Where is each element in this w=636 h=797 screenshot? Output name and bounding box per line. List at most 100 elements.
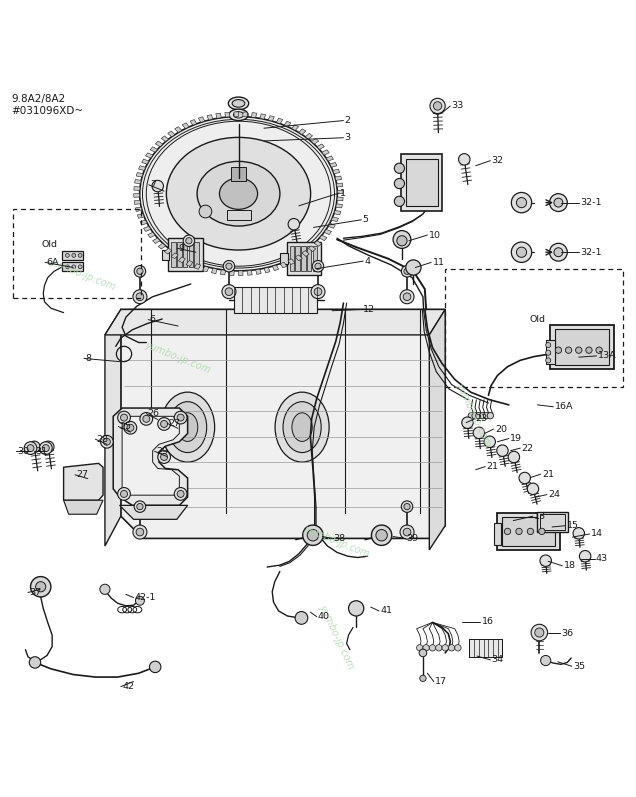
- Circle shape: [137, 504, 143, 510]
- Circle shape: [531, 624, 548, 641]
- Polygon shape: [319, 235, 327, 241]
- Polygon shape: [135, 207, 142, 211]
- Circle shape: [540, 555, 551, 567]
- Bar: [227, 210, 251, 221]
- Circle shape: [177, 490, 184, 497]
- Ellipse shape: [167, 137, 310, 250]
- Text: 12: 12: [363, 305, 375, 314]
- Polygon shape: [330, 163, 337, 167]
- Circle shape: [436, 645, 442, 651]
- Circle shape: [226, 263, 232, 269]
- Text: 9: 9: [179, 244, 184, 253]
- Polygon shape: [142, 159, 149, 164]
- Polygon shape: [272, 265, 279, 271]
- Circle shape: [400, 525, 414, 539]
- Circle shape: [78, 253, 82, 257]
- Circle shape: [158, 418, 170, 430]
- Polygon shape: [314, 241, 322, 246]
- Circle shape: [307, 529, 319, 541]
- Circle shape: [497, 445, 508, 457]
- Ellipse shape: [197, 161, 280, 226]
- Polygon shape: [312, 139, 319, 144]
- Circle shape: [29, 441, 40, 453]
- Polygon shape: [324, 230, 331, 234]
- Circle shape: [121, 414, 128, 421]
- Polygon shape: [121, 309, 445, 539]
- Circle shape: [223, 261, 235, 272]
- Bar: [290, 245, 294, 271]
- Circle shape: [459, 154, 470, 165]
- Text: 25: 25: [120, 422, 132, 431]
- Text: 28: 28: [97, 434, 109, 444]
- Polygon shape: [148, 232, 155, 238]
- Circle shape: [420, 675, 426, 681]
- Bar: [301, 245, 305, 271]
- Polygon shape: [295, 255, 302, 261]
- Circle shape: [100, 435, 113, 448]
- Circle shape: [483, 413, 490, 419]
- Circle shape: [430, 98, 445, 113]
- Text: 13A: 13A: [598, 351, 616, 360]
- Text: #031096XD~: #031096XD~: [11, 106, 83, 116]
- Circle shape: [448, 645, 455, 651]
- Circle shape: [462, 417, 473, 429]
- Circle shape: [31, 576, 51, 597]
- Circle shape: [127, 424, 134, 431]
- Circle shape: [24, 442, 37, 454]
- Circle shape: [516, 528, 522, 535]
- Circle shape: [433, 102, 442, 110]
- Circle shape: [66, 265, 69, 269]
- Circle shape: [27, 445, 34, 452]
- Polygon shape: [135, 179, 141, 183]
- Circle shape: [579, 551, 591, 562]
- Text: yumbo-jp.com: yumbo-jp.com: [303, 524, 371, 559]
- Text: 32-1: 32-1: [581, 248, 602, 257]
- Text: 29: 29: [156, 447, 168, 456]
- Polygon shape: [144, 226, 151, 231]
- Circle shape: [376, 529, 387, 541]
- Polygon shape: [251, 112, 257, 118]
- Circle shape: [473, 427, 485, 438]
- Polygon shape: [337, 190, 343, 194]
- Circle shape: [480, 413, 486, 419]
- Text: 2: 2: [345, 116, 350, 125]
- Polygon shape: [207, 115, 213, 120]
- Text: 24: 24: [548, 490, 560, 499]
- Polygon shape: [247, 270, 252, 275]
- Polygon shape: [153, 238, 160, 244]
- Circle shape: [121, 490, 128, 497]
- Circle shape: [134, 501, 146, 512]
- Polygon shape: [146, 153, 153, 158]
- Polygon shape: [302, 250, 309, 257]
- Polygon shape: [280, 262, 287, 268]
- Bar: [497, 513, 560, 550]
- Circle shape: [397, 236, 407, 245]
- Circle shape: [519, 473, 530, 484]
- Text: yumbo-jp.com: yumbo-jp.com: [144, 340, 212, 375]
- Polygon shape: [105, 309, 445, 335]
- Polygon shape: [238, 271, 243, 276]
- Polygon shape: [326, 156, 333, 161]
- Circle shape: [527, 483, 539, 494]
- Circle shape: [508, 451, 520, 463]
- Text: 35: 35: [573, 662, 585, 671]
- Polygon shape: [256, 269, 261, 274]
- Text: 20: 20: [495, 425, 507, 434]
- Polygon shape: [220, 269, 226, 275]
- Circle shape: [423, 645, 429, 651]
- Ellipse shape: [219, 178, 258, 210]
- Circle shape: [222, 285, 236, 299]
- Polygon shape: [175, 127, 182, 132]
- Circle shape: [404, 268, 410, 274]
- Polygon shape: [264, 267, 270, 273]
- Circle shape: [487, 413, 494, 419]
- Circle shape: [586, 347, 592, 353]
- Polygon shape: [334, 210, 341, 215]
- Circle shape: [504, 528, 511, 535]
- Text: 16A: 16A: [555, 402, 573, 411]
- Circle shape: [295, 611, 308, 624]
- Circle shape: [511, 242, 532, 262]
- Text: 6: 6: [149, 315, 155, 324]
- Circle shape: [516, 198, 527, 208]
- Polygon shape: [190, 120, 197, 125]
